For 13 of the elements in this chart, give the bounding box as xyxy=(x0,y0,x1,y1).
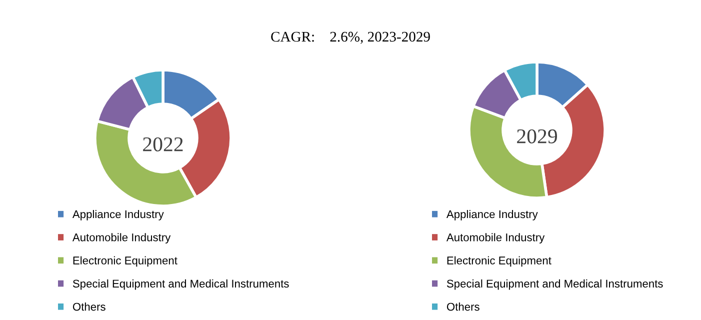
legend-label: Others xyxy=(446,302,480,311)
legend-label: Others xyxy=(72,302,106,311)
legend-label: Automobile Industry xyxy=(72,233,171,244)
legend-label: Appliance Industry xyxy=(446,210,538,220)
legend-label: Special Equipment and Medical Instruments xyxy=(446,279,663,290)
legend-label: Special Equipment and Medical Instruments xyxy=(72,279,289,290)
text: 2029 xyxy=(517,129,557,144)
legend-label: Electronic Equipment xyxy=(73,256,178,267)
text: 2022 xyxy=(143,137,183,152)
legend-label: Appliance Industry xyxy=(72,210,164,220)
legend-label: Automobile Industry xyxy=(446,233,545,244)
text: CAGR: 2.6%, 2023-2029 xyxy=(271,32,430,44)
legend-label: Electronic Equipment xyxy=(447,256,552,267)
